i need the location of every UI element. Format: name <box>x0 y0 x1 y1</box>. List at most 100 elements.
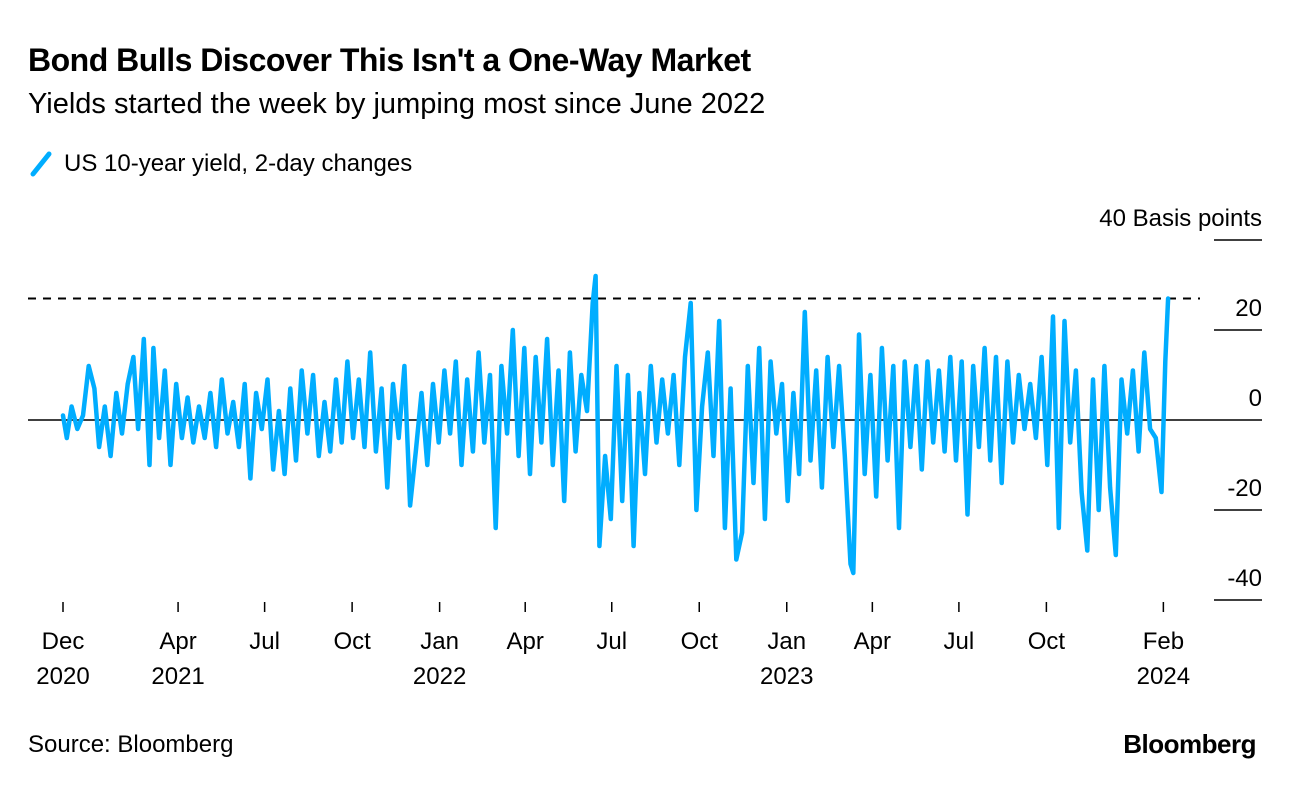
series-point <box>488 373 492 377</box>
series-point <box>666 432 670 435</box>
series-point <box>763 517 767 521</box>
series-point <box>769 360 773 363</box>
series-point <box>649 364 653 368</box>
series-point <box>511 328 515 332</box>
series-point <box>1108 486 1112 489</box>
y-axis: 40 Basis points 20 0 -20 -40 <box>1099 205 1262 601</box>
series-point <box>414 450 418 453</box>
series-point <box>254 391 258 395</box>
series-point <box>931 441 935 444</box>
x-tick-label: Oct <box>1028 628 1066 655</box>
series-point <box>615 364 619 368</box>
series-point <box>757 346 761 350</box>
legend-swatch-icon <box>30 151 52 177</box>
series-point <box>1040 355 1044 359</box>
series-point <box>654 441 658 444</box>
series-point <box>180 436 184 440</box>
legend-label: US 10-year yield, 2-day changes <box>64 150 413 177</box>
series-point <box>148 463 152 467</box>
x-tick-label: Feb <box>1143 628 1184 655</box>
series-point <box>1166 297 1170 300</box>
series-point <box>61 414 65 417</box>
x-tick-label: Dec <box>42 628 85 655</box>
series-point <box>362 445 366 449</box>
series-point <box>408 504 412 507</box>
series-point <box>965 513 969 516</box>
series-point <box>874 495 878 498</box>
series-point <box>1154 436 1158 440</box>
series-point <box>594 274 598 278</box>
series-point <box>425 463 429 467</box>
series-point <box>908 445 912 449</box>
series-point <box>142 337 146 341</box>
series-point <box>168 463 172 467</box>
series-point <box>465 378 469 381</box>
chart-title: Bond Bulls Discover This Isn't a One-Way… <box>28 42 751 78</box>
series-point <box>1148 427 1152 431</box>
series-point <box>994 355 998 359</box>
series-point <box>260 427 264 431</box>
series-point <box>677 463 681 467</box>
x-tick-label: Apr <box>159 628 196 655</box>
series-point <box>585 409 589 413</box>
x-tick-label: Jul <box>596 628 627 655</box>
series-point <box>351 436 355 440</box>
series-point <box>868 373 872 377</box>
series-point <box>920 468 924 471</box>
series-point <box>632 544 636 548</box>
series-point <box>70 405 74 408</box>
chart-subtitle: Yields started the week by jumping most … <box>28 88 766 120</box>
series-point <box>151 346 155 350</box>
series-point <box>92 387 96 390</box>
series-point <box>471 450 475 453</box>
series-point <box>271 468 275 471</box>
series-point <box>848 562 852 566</box>
series-point <box>626 373 630 377</box>
series-point <box>65 436 69 440</box>
brand-logo: Bloomberg <box>1123 729 1256 759</box>
series-point <box>734 558 738 561</box>
series-point <box>637 391 641 395</box>
series-point <box>983 346 987 350</box>
series-point <box>717 319 721 323</box>
series-point <box>442 369 446 372</box>
series-point <box>499 364 503 368</box>
series-point <box>880 346 884 350</box>
series-point <box>556 369 560 372</box>
series-point <box>454 360 458 363</box>
x-tick-year-label: 2020 <box>36 663 89 690</box>
series-point <box>505 432 509 435</box>
series-point <box>814 369 818 372</box>
series-point <box>943 450 947 453</box>
y-tick-label: 20 <box>1235 295 1262 322</box>
x-tick-year-label: 2024 <box>1137 663 1190 690</box>
series-point <box>131 355 135 359</box>
series-point <box>1034 436 1038 440</box>
series-point <box>368 351 372 354</box>
series-point <box>803 310 807 314</box>
series-point <box>689 301 693 305</box>
x-axis: Dec 2020 Apr 2021 Jul Oct Jan 2022 Apr Jul Oct Jan 2… <box>36 602 1190 690</box>
series-point <box>186 396 190 399</box>
series-point <box>380 387 384 390</box>
series-point <box>391 382 395 386</box>
series-point <box>809 459 813 462</box>
series-point <box>214 445 218 449</box>
series-point <box>683 355 687 359</box>
series-point <box>283 472 287 476</box>
series-point <box>1074 369 1078 372</box>
series-point <box>97 445 101 449</box>
series-point <box>926 360 930 363</box>
y-tick-label: 0 <box>1249 385 1262 412</box>
series-point <box>163 369 167 372</box>
series-point <box>1137 450 1141 453</box>
series-point <box>81 414 85 417</box>
series-point <box>1125 432 1129 435</box>
series-point <box>568 351 572 354</box>
series-point <box>385 486 389 489</box>
series-point <box>851 571 855 575</box>
series-point <box>751 481 755 485</box>
series-point <box>288 387 292 390</box>
series-point <box>220 378 224 381</box>
series-point <box>126 382 130 386</box>
